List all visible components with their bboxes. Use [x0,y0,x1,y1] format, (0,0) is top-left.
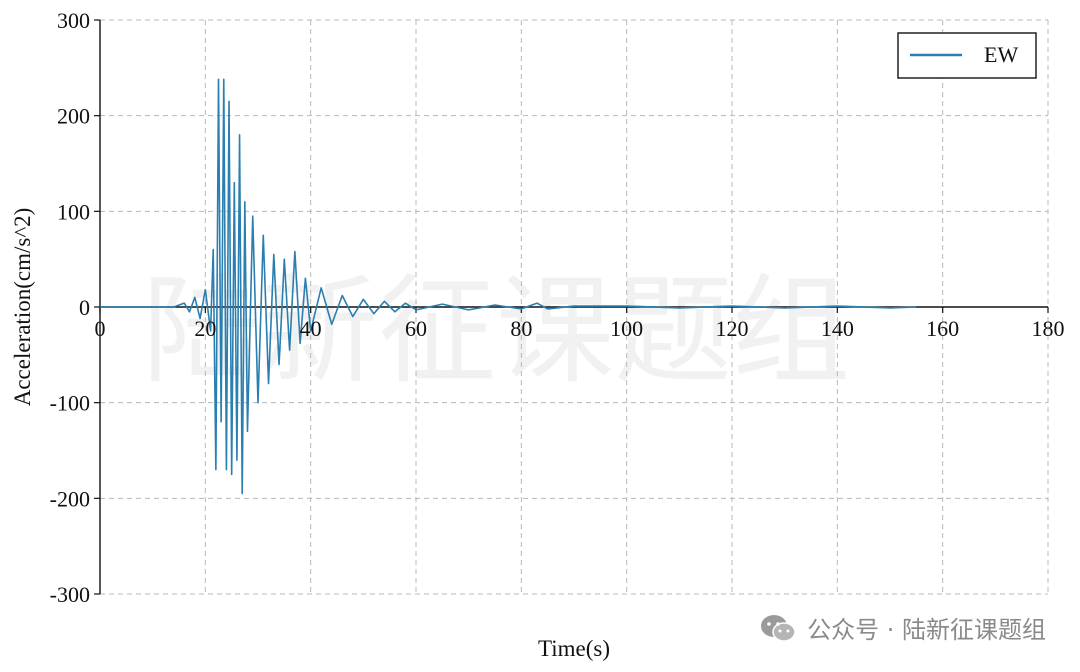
series-layer [100,78,917,495]
footer-text: 公众号 · 陆新征课题组 [807,616,1046,644]
y-tick-label: 300 [57,8,90,33]
wechat-icon [761,614,796,642]
x-tick-label: 120 [716,316,749,341]
x-tick-label: 60 [405,316,427,341]
x-tick-label: 160 [926,316,959,341]
x-tick-label: 140 [821,316,854,341]
x-tick-label: 20 [194,316,216,341]
y-tick-label: -300 [50,582,90,607]
y-tick-label: 200 [57,104,90,129]
x-tick-label: 100 [610,316,643,341]
grid [100,19,1049,595]
x-axis-label: Time(s) [538,636,610,661]
footer-watermark: 公众号 · 陆新征课题组 [759,610,1046,645]
y-tick-label: -200 [50,486,90,511]
x-tick-label: 180 [1032,316,1065,341]
legend-label-ew: EW [984,42,1018,67]
y-tick-label: 100 [57,199,90,224]
legend: EW [897,32,1037,79]
y-axis-label: Acceleration(cm/s^2) [10,208,35,407]
x-tick-label: 40 [300,316,322,341]
series-line-ew [100,78,917,495]
y-tick-label: 0 [79,295,90,320]
y-tick-label: -100 [50,391,90,416]
tick-labels: 300 200 100 0 -100 -200 -300 0 20 40 60 80 100 120 140… [50,8,1065,607]
x-tick-label: 80 [510,316,532,341]
x-tick-label: 0 [95,316,106,341]
